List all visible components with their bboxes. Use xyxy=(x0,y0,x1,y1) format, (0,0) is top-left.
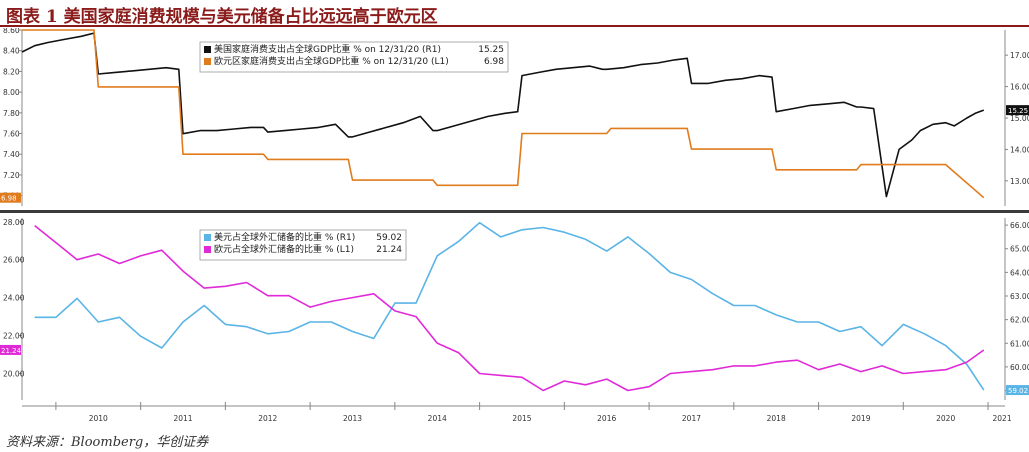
right-last-value-label: 59.02 xyxy=(1008,387,1028,395)
left-last-value-flag xyxy=(0,344,21,355)
figure-title: 图表 1 美国家庭消费规模与美元储备占比远远高于欧元区 xyxy=(6,7,438,27)
left-last-value-flag xyxy=(0,192,21,203)
legend-value: 59.02 xyxy=(376,233,402,243)
legend-swatch xyxy=(204,234,211,241)
x-tick-label: 2011 xyxy=(173,414,192,423)
series-line-2 xyxy=(22,29,985,199)
right-last-value-label: 15.25 xyxy=(1008,107,1028,115)
x-tick-label: 2018 xyxy=(767,414,786,423)
title-bar: 图表 1 美国家庭消费规模与美元储备占比远远高于欧元区 xyxy=(0,0,1029,27)
legend-box xyxy=(199,229,407,261)
right-tick-label: 62.00 xyxy=(1010,316,1029,325)
legend-value: 21.24 xyxy=(376,245,402,255)
x-tick-label: 2017 xyxy=(682,414,701,423)
left-tick-label: 7.80 xyxy=(3,109,20,118)
x-tick-label: 2014 xyxy=(428,414,447,423)
x-axis: 2010 2011 2012 2013 2014 2015 2016 2017 2018 2019… xyxy=(22,402,1012,423)
legend-label: 美元占全球外汇储备的比重 % (R1) xyxy=(214,231,355,243)
left-tick-label: 8.00 xyxy=(3,88,20,97)
left-tick-label: 26.00 xyxy=(3,256,25,265)
left-tick-label: 7.20 xyxy=(3,171,20,180)
left-tick-label: 22.00 xyxy=(3,332,25,341)
legend-swatch xyxy=(204,246,211,253)
left-tick-label: 20.00 xyxy=(3,369,25,378)
right-tick-label: 61.00 xyxy=(1010,339,1029,348)
legend-value: 15.25 xyxy=(478,45,504,55)
x-tick-label: 2016 xyxy=(597,414,616,423)
series-line-1 xyxy=(34,221,985,391)
left-tick-label: 8.40 xyxy=(3,47,20,56)
x-tick-label: 2015 xyxy=(512,414,531,423)
right-tick-label: 17.00 xyxy=(1010,51,1029,60)
right-tick-label: 16.00 xyxy=(1010,83,1029,92)
right-tick-label: 14.00 xyxy=(1010,145,1029,154)
right-tick-label: 63.00 xyxy=(1010,292,1029,301)
right-tick-label: 13.00 xyxy=(1010,177,1029,186)
left-tick-label: 7.60 xyxy=(3,130,20,139)
x-tick-label: 2020 xyxy=(936,414,955,423)
left-last-value-label: 6.98 xyxy=(1,195,17,203)
left-tick-label: 8.20 xyxy=(3,67,20,76)
legend-label: 美国家庭消费支出占全球GDP比重 % on 12/31/20 (R1) xyxy=(214,43,441,55)
right-tick-label: 65.00 xyxy=(1010,245,1029,254)
legend-swatch xyxy=(204,58,211,65)
left-last-value-label: 21.24 xyxy=(1,347,22,355)
legend-value: 6.98 xyxy=(484,57,504,67)
legend-swatch xyxy=(204,46,211,53)
x-tick-label: 2013 xyxy=(343,414,362,423)
right-last-value-flag xyxy=(1006,105,1029,116)
right-last-value-flag xyxy=(1006,385,1029,396)
panel-separator xyxy=(0,210,1029,213)
left-tick-label: 8.60 xyxy=(3,28,20,35)
right-tick-label: 66.00 xyxy=(1010,221,1029,230)
source-note: 资料来源：Bloomberg，华创证券 xyxy=(6,435,209,450)
title-underline xyxy=(0,25,1029,27)
right-tick-label: 15.00 xyxy=(1010,114,1029,123)
chart-background xyxy=(0,28,1029,428)
top-panel: 8.608.408.208.007.807.607.407.207.0017.0… xyxy=(0,28,1029,206)
x-tick-label: 2010 xyxy=(89,414,108,423)
series-line-2 xyxy=(34,224,985,392)
left-tick-label: 7.40 xyxy=(3,150,20,159)
left-tick-label: 28.00 xyxy=(3,218,25,227)
right-tick-label: 64.00 xyxy=(1010,268,1029,277)
legend-label: 欧元占全球外汇储备的比重 % (L1) xyxy=(214,243,354,255)
x-tick-label: 2012 xyxy=(258,414,277,423)
legend-label: 欧元区家庭消费支出占全球GDP比重 % on 12/31/20 (L1) xyxy=(214,55,449,67)
series-line-1 xyxy=(21,32,985,198)
right-tick-label: 60.00 xyxy=(1010,363,1029,372)
x-tick-label: 2021 xyxy=(993,414,1012,423)
x-tick-label: 2019 xyxy=(851,414,870,423)
left-tick-label: 24.00 xyxy=(3,294,25,303)
legend-box xyxy=(199,41,509,73)
chart-area: 8.608.408.208.007.807.607.407.207.0017.0… xyxy=(0,28,1029,428)
bottom-panel: 28.00 26.00 24.00 22.00 20.00 66.00 65.00 64.00… xyxy=(0,218,1029,400)
